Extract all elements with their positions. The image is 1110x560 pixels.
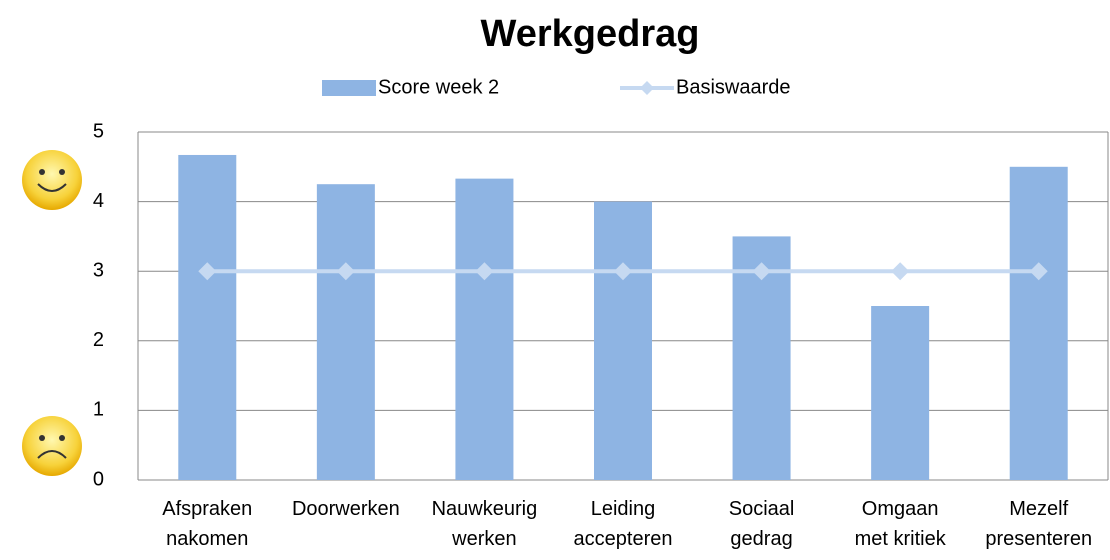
- line-marker: [336, 262, 355, 281]
- chart-title: Werkgedrag: [481, 13, 700, 55]
- legend-swatch-marker: [640, 81, 654, 95]
- bar: [594, 201, 652, 480]
- line-marker: [614, 262, 632, 281]
- line-marker: [1029, 262, 1048, 281]
- y-tick-label: 3: [93, 259, 104, 281]
- bar: [1009, 166, 1068, 481]
- smiley-sad: [22, 416, 82, 476]
- x-tick-label: Sociaal gedrag: [729, 498, 795, 550]
- legend-label: Score week 2: [378, 76, 499, 98]
- legend-swatch: [322, 80, 376, 96]
- x-tick-label: Nauwkeurig werken: [432, 498, 538, 550]
- bar: [455, 178, 514, 480]
- x-tick-label: Mezelf presenteren: [985, 498, 1092, 550]
- x-tick-label: Afspraken nakomen: [162, 498, 252, 550]
- line-marker: [752, 262, 771, 281]
- y-tick-label: 4: [93, 190, 104, 212]
- y-tick-label: 0: [93, 468, 104, 490]
- y-tick-label: 5: [93, 120, 104, 142]
- line-marker: [198, 262, 217, 281]
- x-tick-label: Omgaan met kritiek: [855, 498, 947, 550]
- line-marker: [475, 262, 494, 281]
- y-tick-label: 1: [93, 399, 104, 421]
- y-tick-label: 2: [93, 329, 104, 351]
- smiley-happy: [22, 150, 82, 210]
- line-marker: [891, 262, 910, 281]
- bar: [316, 184, 375, 480]
- x-tick-label: Doorwerken: [292, 498, 400, 520]
- x-tick-label: Leiding accepteren: [574, 498, 673, 550]
- bar: [178, 154, 237, 480]
- legend-label: Basiswaarde: [676, 76, 791, 98]
- bar: [871, 306, 930, 480]
